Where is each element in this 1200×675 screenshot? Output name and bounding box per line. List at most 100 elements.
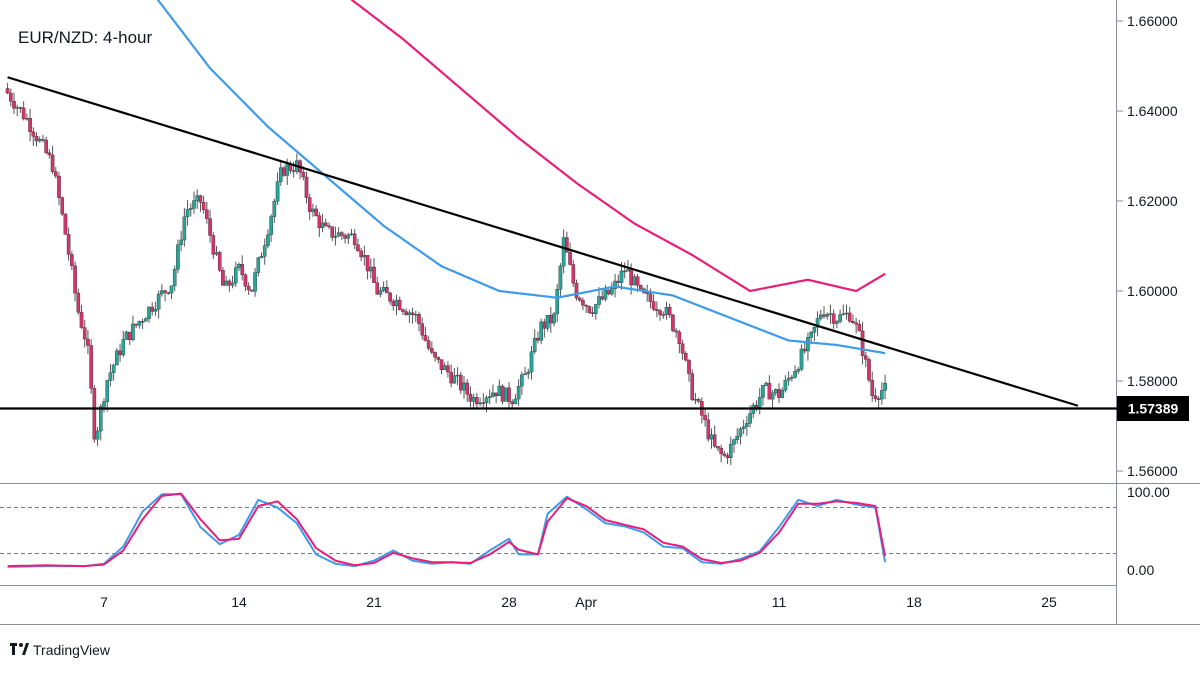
candle-down [385, 287, 389, 294]
candle-down [92, 388, 97, 440]
candle-down [307, 197, 312, 212]
candle-up [619, 270, 624, 283]
candle-down [680, 343, 685, 354]
candle-down [317, 215, 322, 229]
candle-down [291, 170, 296, 172]
candle-down [118, 350, 122, 356]
candle-up [108, 372, 113, 381]
candle-down [548, 314, 553, 324]
candle-down [661, 314, 666, 316]
candle-up [818, 314, 823, 319]
candle-down [674, 330, 678, 333]
candle-up [513, 398, 518, 405]
candle-down [831, 313, 836, 324]
candle-down [857, 323, 862, 332]
candle-up [799, 348, 804, 370]
candle-up [188, 208, 193, 210]
candle-up [487, 396, 492, 398]
stoch-axis: 100.00 0.00 [1127, 484, 1170, 578]
candle-up [828, 313, 833, 315]
candle-up [278, 167, 283, 182]
candle-up [333, 236, 338, 238]
candle-up [269, 216, 273, 235]
chart-title: EUR/NZD: 4-hour [18, 28, 152, 47]
candle-up [728, 444, 733, 458]
candle-up [346, 234, 351, 239]
candle-down [198, 195, 203, 203]
candle-down [754, 404, 759, 408]
candle-down [375, 282, 380, 295]
candle-down [458, 374, 463, 391]
candle-up [738, 428, 743, 437]
candle-down [449, 371, 453, 384]
candle-up [233, 267, 238, 284]
stoch-tick-label: 100.00 [1127, 484, 1170, 500]
candle-up [883, 382, 887, 391]
candle-up [773, 389, 778, 394]
candle-up [783, 379, 788, 391]
candle-down [404, 311, 408, 316]
candle-down [166, 292, 171, 294]
time-axis[interactable]: 7 14 21 28 Apr 11 18 25 [100, 594, 1057, 610]
candle-down [44, 139, 48, 153]
candle-down [590, 312, 595, 314]
candle-up [275, 181, 280, 202]
candle-up [516, 386, 521, 400]
candle-down [867, 359, 871, 381]
candle-down [430, 348, 434, 353]
candle-down [465, 382, 470, 395]
candle-up [272, 200, 277, 217]
candle-down [86, 338, 90, 346]
candle-down [423, 335, 428, 341]
candle-up [179, 239, 183, 245]
candle-down [481, 402, 486, 404]
candle-down [401, 309, 405, 312]
candle-up [709, 434, 714, 440]
candle-up [362, 255, 367, 258]
candle-down [82, 327, 87, 340]
candle-down [388, 292, 392, 302]
candle-down [860, 330, 865, 356]
candle-down [282, 167, 286, 176]
candle-down [851, 321, 855, 323]
candle-down [677, 331, 682, 345]
candle-up [143, 318, 148, 322]
candle-up [381, 287, 386, 291]
candle-down [629, 269, 633, 286]
candle-down [356, 244, 360, 252]
candle-up [786, 377, 791, 381]
stoch-tick-label: 0.00 [1127, 562, 1154, 578]
candle-down [645, 292, 650, 295]
candle-up [597, 296, 601, 305]
price-axis[interactable]: 1.66000 1.64000 1.62000 1.60000 1.58000 1.560… [1117, 13, 1178, 479]
candle-up [796, 369, 801, 372]
candle-down [635, 276, 640, 286]
candle-down [568, 252, 572, 265]
candle-up [757, 397, 762, 408]
candle-up [732, 439, 736, 445]
candle-down [327, 225, 331, 228]
candle-up [610, 288, 614, 295]
descending-trendline[interactable] [7, 76, 1079, 407]
candle-down [574, 283, 579, 299]
price-tick-label: 1.58000 [1127, 373, 1178, 389]
candle-up [230, 282, 235, 286]
candle-down [802, 348, 807, 352]
candle-up [153, 309, 158, 312]
candle-down [587, 306, 592, 313]
candle-down [41, 139, 45, 141]
candle-up [394, 299, 399, 306]
candle-up [764, 382, 768, 386]
candle-up [462, 382, 466, 391]
candle-down [433, 352, 437, 358]
candle-down [542, 321, 547, 329]
candle-up [442, 365, 447, 370]
candle-down [410, 312, 415, 316]
candle-down [205, 209, 209, 219]
candle-up [455, 374, 460, 377]
candle-up [349, 233, 354, 236]
candle-up [311, 208, 315, 212]
time-tick-label: 7 [100, 594, 108, 610]
time-tick-label: 14 [231, 594, 247, 610]
